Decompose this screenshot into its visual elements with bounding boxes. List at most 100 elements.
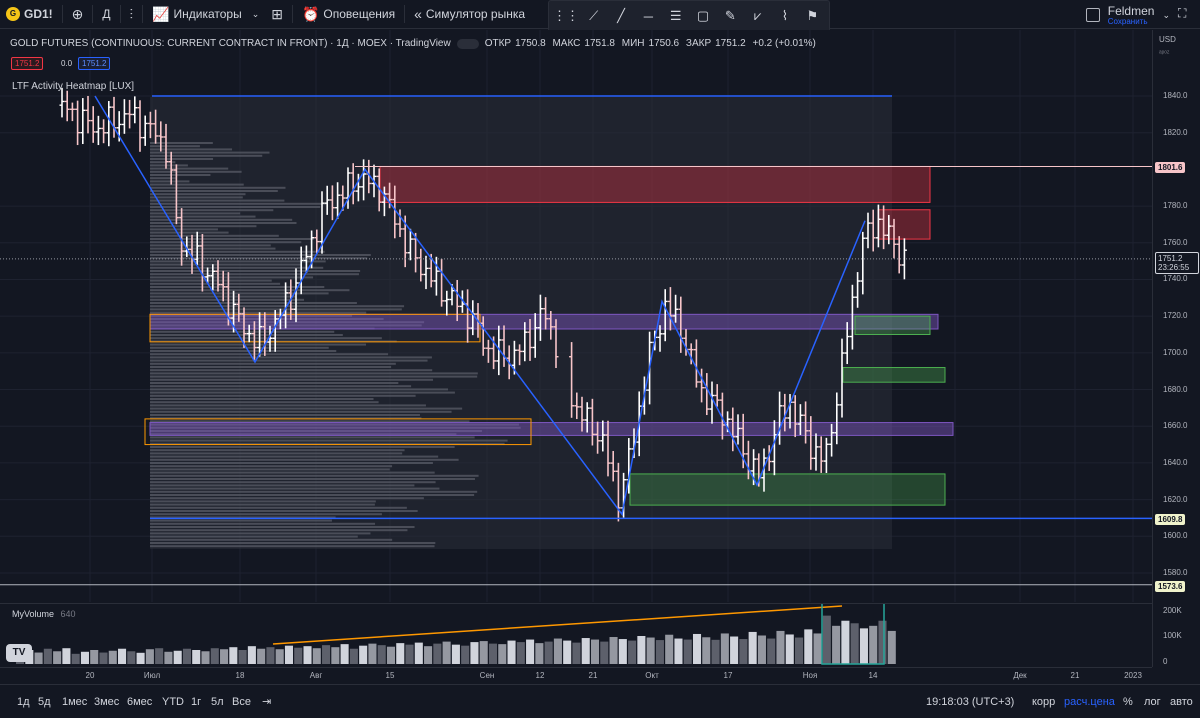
pattern-icon[interactable]: ⩗ bbox=[753, 8, 762, 23]
ask-box[interactable]: 1751.2 bbox=[78, 57, 111, 70]
flag-icon[interactable]: ⚑ bbox=[806, 8, 819, 23]
ray-icon[interactable]: ╱ bbox=[617, 8, 625, 23]
volume-bar bbox=[220, 649, 229, 664]
range-5d[interactable]: 5д bbox=[38, 696, 51, 708]
range-ytd[interactable]: YTD bbox=[162, 696, 184, 708]
volume-pane[interactable]: MyVolume 640 TV bbox=[0, 603, 1152, 667]
clock[interactable]: 19:18:03 (UTC+3) bbox=[926, 696, 1015, 708]
profile-bar bbox=[150, 218, 293, 221]
range-3m[interactable]: 3мес bbox=[94, 696, 120, 708]
profile-bar bbox=[150, 478, 475, 480]
profile-bar bbox=[150, 433, 457, 436]
profile-bar bbox=[150, 318, 384, 320]
price-axis[interactable]: USD ᵃᵖᵒᶻ 1840.0 1820.0 1780.0 1760.0 1740.0 1… bbox=[1152, 30, 1200, 667]
profile-bar bbox=[150, 330, 335, 333]
profile-bar bbox=[150, 170, 242, 173]
indicators-button[interactable]: 📈 Индикаторы ⌄ bbox=[146, 0, 265, 29]
range-6m[interactable]: 6мес bbox=[127, 696, 153, 708]
volume-bar bbox=[322, 645, 331, 664]
rectangle-icon[interactable]: ▢ bbox=[696, 8, 710, 23]
price-chart bbox=[0, 30, 1152, 602]
range-1m[interactable]: 1мес bbox=[62, 696, 88, 708]
profile-bar bbox=[150, 158, 214, 160]
profile-bar bbox=[150, 321, 425, 324]
volume-bar bbox=[470, 642, 479, 664]
alerts-button[interactable]: ⏰ Оповещения bbox=[296, 0, 401, 29]
price-axis-label: 1580.0 bbox=[1163, 568, 1188, 577]
close-label: ЗАКР bbox=[685, 38, 712, 49]
bid-box[interactable]: 1751.2 bbox=[11, 57, 44, 70]
profile-bar bbox=[150, 215, 256, 218]
log-toggle[interactable]: лог bbox=[1144, 696, 1161, 708]
range-5y[interactable]: 5л bbox=[211, 696, 224, 708]
volume-bar bbox=[173, 650, 182, 664]
profile-bar bbox=[150, 542, 436, 544]
symbol-logo-icon: G bbox=[6, 7, 20, 21]
symbol-search-button[interactable]: G GD1! bbox=[0, 0, 59, 29]
volume-bar bbox=[155, 648, 164, 664]
profile-bar bbox=[150, 177, 177, 180]
profile-bar bbox=[150, 481, 436, 484]
wave-icon[interactable]: ⌇ bbox=[781, 8, 789, 23]
volume-bar bbox=[275, 649, 284, 664]
volume-bar bbox=[590, 639, 600, 664]
profile-bar bbox=[150, 490, 478, 493]
fib-icon[interactable]: ☰ bbox=[669, 8, 682, 23]
profile-bar bbox=[150, 257, 368, 260]
drag-handle-icon[interactable]: ⋮⋮ bbox=[553, 8, 579, 23]
replay-label: Симулятор рынка bbox=[425, 7, 526, 21]
volume-bar bbox=[90, 650, 99, 664]
compare-button[interactable]: ⊕ bbox=[66, 0, 90, 29]
volume-axis-label-0: 0 bbox=[1163, 657, 1168, 666]
currency-label[interactable]: USD bbox=[1159, 35, 1176, 44]
volume-bar bbox=[767, 638, 776, 664]
indicator-legend[interactable]: LTF Activity Heatmap [LUX] bbox=[12, 81, 135, 92]
profile-bar bbox=[150, 430, 482, 432]
poc-box bbox=[149, 313, 481, 343]
legend-title: GOLD FUTURES (CONTINUOUS: CURRENT CONTRA… bbox=[10, 38, 451, 49]
layout-button[interactable]: ⊞ bbox=[265, 0, 289, 29]
profile-bar bbox=[150, 404, 426, 407]
levels bbox=[0, 95, 1152, 586]
profile-bar bbox=[150, 398, 374, 400]
layout-icon: ⊞ bbox=[271, 5, 283, 22]
profile-bar bbox=[150, 442, 505, 445]
trendline-icon[interactable]: ⟋ bbox=[589, 8, 599, 23]
user-name: Feldmen bbox=[1107, 3, 1155, 18]
profile-bar bbox=[150, 196, 243, 199]
chart-type-button[interactable]: ⫶ bbox=[124, 0, 140, 29]
range-all[interactable]: Все bbox=[232, 696, 251, 708]
legend-eye-icon[interactable] bbox=[456, 38, 479, 49]
horizontal-line-icon[interactable]: ─ bbox=[643, 8, 653, 24]
brush-icon[interactable]: ✎ bbox=[724, 8, 736, 23]
profile-bar bbox=[150, 334, 343, 336]
percent-toggle[interactable]: % bbox=[1123, 696, 1133, 708]
profile-bar bbox=[150, 513, 382, 516]
profile-bar bbox=[150, 362, 396, 365]
interval-button[interactable]: Д bbox=[96, 0, 116, 29]
volume-bar bbox=[108, 650, 117, 664]
adj-toggle[interactable]: корр bbox=[1032, 696, 1056, 708]
volume-bar bbox=[433, 643, 442, 664]
calendar-icon[interactable]: ⇥ bbox=[262, 696, 272, 708]
profile-bar bbox=[150, 346, 329, 349]
price-mode-toggle[interactable]: расч.цена bbox=[1064, 696, 1115, 708]
range-1y[interactable]: 1г bbox=[191, 696, 202, 708]
fullscreen-icon[interactable]: ⛶ bbox=[1178, 6, 1187, 20]
profile-bar bbox=[150, 439, 508, 442]
profile-bar bbox=[150, 462, 433, 464]
change-value: +0.2 (+0.01%) bbox=[752, 38, 816, 49]
range-1d[interactable]: 1д bbox=[17, 696, 30, 708]
volume-highlight-box bbox=[821, 604, 885, 665]
volume-bar bbox=[247, 646, 256, 664]
close-value: 1751.2 bbox=[715, 38, 746, 49]
time-axis-label: Сен bbox=[479, 671, 495, 680]
user-area[interactable]: Feldmen Сохранить ⌄ bbox=[1085, 3, 1170, 26]
main-chart-pane[interactable]: GOLD FUTURES (CONTINUOUS: CURRENT CONTRA… bbox=[0, 30, 1152, 602]
profile-bar bbox=[150, 247, 276, 250]
volume-axis-label-200k: 200K bbox=[1163, 606, 1182, 615]
profile-bar bbox=[150, 420, 470, 423]
time-axis[interactable]: 20 Июл 18 Авг 15 Сен 12 21 Окт 17 Ноя 14 Дек 21 2023 bbox=[0, 667, 1152, 684]
replay-button[interactable]: « Симулятор рынка bbox=[408, 0, 531, 29]
auto-toggle[interactable]: авто bbox=[1170, 696, 1193, 708]
